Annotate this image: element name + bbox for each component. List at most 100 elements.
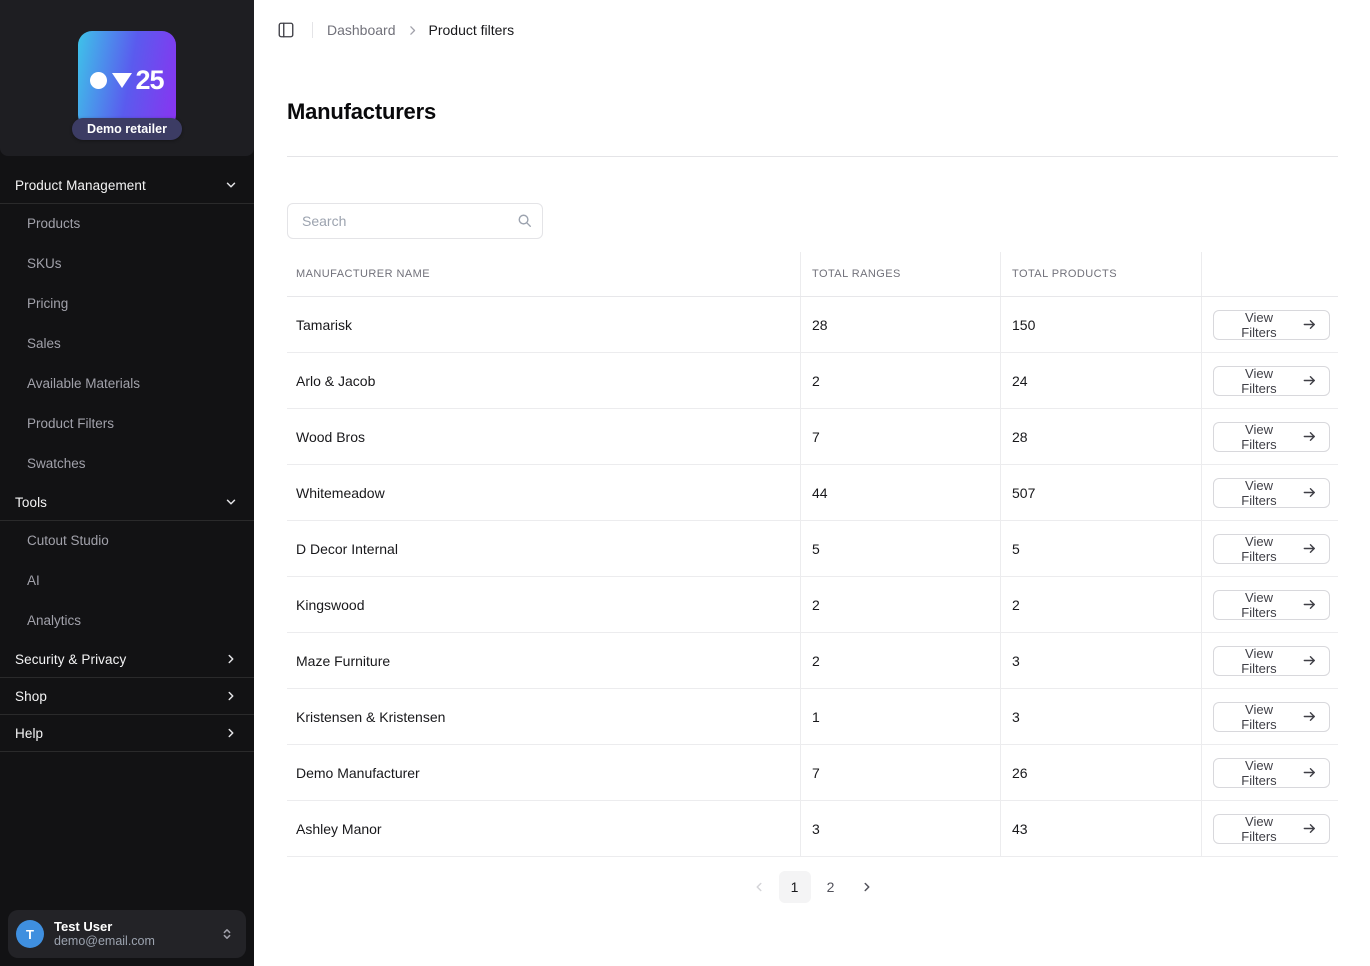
table-body: Tamarisk 28 150 View Filters Arlo & Jacob 2 24… bbox=[287, 297, 1338, 857]
sidebar-item-available-materials[interactable]: Available Materials bbox=[27, 376, 141, 391]
section-divider bbox=[0, 677, 254, 678]
sidebar-item-analytics[interactable]: Analytics bbox=[27, 613, 82, 628]
view-filters-label: View Filters bbox=[1241, 757, 1277, 788]
sidebar-section-product-management[interactable]: Product Management bbox=[0, 167, 254, 203]
view-filters-button[interactable]: View Filters bbox=[1213, 477, 1330, 508]
cell-manufacturer-name: Wood Bros bbox=[296, 428, 365, 445]
sidebar-item-skus[interactable]: SKUs bbox=[27, 256, 62, 271]
col-actions bbox=[1201, 252, 1338, 296]
sidebar-toggle-button[interactable] bbox=[272, 16, 300, 44]
view-filters-label: View Filters bbox=[1241, 421, 1277, 452]
chevron-right-icon bbox=[406, 24, 419, 37]
cell-total-products: 28 bbox=[1000, 409, 1201, 464]
view-filters-button[interactable]: View Filters bbox=[1213, 645, 1330, 676]
section-label: Tools bbox=[15, 494, 48, 510]
cell-total-products: 3 bbox=[1000, 689, 1201, 744]
cell-manufacturer-name: Arlo & Jacob bbox=[296, 372, 376, 389]
pagination-next-button[interactable] bbox=[851, 871, 883, 903]
sidebar-item-ai[interactable]: AI bbox=[27, 573, 40, 588]
view-filters-button[interactable]: View Filters bbox=[1213, 365, 1330, 396]
view-filters-button[interactable]: View Filters bbox=[1213, 589, 1330, 620]
content: Manufacturers MANUFACTURER NAME TOTAL RA… bbox=[254, 98, 1370, 903]
view-filters-button[interactable]: View Filters bbox=[1213, 309, 1330, 340]
view-filters-button[interactable]: View Filters bbox=[1213, 757, 1330, 788]
view-filters-button[interactable]: View Filters bbox=[1213, 533, 1330, 564]
view-filters-label: View Filters bbox=[1241, 645, 1277, 676]
view-filters-label: View Filters bbox=[1241, 813, 1277, 844]
brand-logo: 25 bbox=[78, 31, 176, 129]
sidebar-item-product-filters[interactable]: Product Filters bbox=[27, 416, 115, 431]
sidebar-item-sales[interactable]: Sales bbox=[27, 336, 61, 351]
sidebar-section-tools[interactable]: Tools bbox=[0, 484, 254, 520]
topbar-divider bbox=[312, 22, 313, 38]
search-input[interactable] bbox=[287, 203, 543, 239]
arrow-right-icon bbox=[1302, 821, 1317, 836]
cell-manufacturer-name: Tamarisk bbox=[296, 316, 353, 333]
user-meta: Test User demo@email.com bbox=[54, 919, 155, 950]
sidebar: 25 Demo retailer Product Management Produ… bbox=[0, 0, 254, 966]
view-filters-label: View Filters bbox=[1241, 477, 1277, 508]
view-filters-label: View Filters bbox=[1241, 589, 1277, 620]
table-row: Ashley Manor 3 43 View Filters bbox=[287, 801, 1338, 857]
breadcrumb-dashboard[interactable]: Dashboard bbox=[327, 22, 396, 38]
cell-actions: View Filters bbox=[1201, 353, 1338, 408]
cell-actions: View Filters bbox=[1201, 745, 1338, 800]
section-divider bbox=[0, 203, 254, 204]
retailer-badge: Demo retailer bbox=[72, 118, 182, 140]
chevrons-up-down-icon bbox=[220, 927, 234, 941]
breadcrumb: Dashboard Product filters bbox=[327, 22, 514, 38]
user-name: Test User bbox=[54, 918, 113, 934]
cell-actions: View Filters bbox=[1201, 409, 1338, 464]
sidebar-item-cutout-studio[interactable]: Cutout Studio bbox=[27, 533, 109, 548]
cell-manufacturer-name: Kingswood bbox=[296, 596, 365, 613]
view-filters-button[interactable]: View Filters bbox=[1213, 421, 1330, 452]
cell-total-products: 24 bbox=[1000, 353, 1201, 408]
logo-circle-icon bbox=[90, 71, 108, 89]
view-filters-button[interactable]: View Filters bbox=[1213, 813, 1330, 844]
cell-actions: View Filters bbox=[1201, 297, 1338, 352]
cell-actions: View Filters bbox=[1201, 689, 1338, 744]
pagination-page-1[interactable]: 1 bbox=[778, 871, 811, 903]
arrow-right-icon bbox=[1302, 485, 1317, 500]
view-filters-button[interactable]: View Filters bbox=[1213, 701, 1330, 732]
section-label: Security & Privacy bbox=[15, 651, 127, 667]
table-row: Demo Manufacturer 7 26 View Filters bbox=[287, 745, 1338, 801]
user-menu-button[interactable]: T Test User demo@email.com bbox=[8, 910, 246, 958]
table-row: Whitemeadow 44 507 View Filters bbox=[287, 465, 1338, 521]
table-row: D Decor Internal 5 5 View Filters bbox=[287, 521, 1338, 577]
arrow-right-icon bbox=[1302, 541, 1317, 556]
table-row: Tamarisk 28 150 View Filters bbox=[287, 297, 1338, 353]
cell-actions: View Filters bbox=[1201, 801, 1338, 856]
sidebar-section-help[interactable]: Help bbox=[0, 715, 254, 751]
col-total-ranges: TOTAL RANGES bbox=[800, 252, 1000, 296]
cell-total-products: 507 bbox=[1000, 465, 1201, 520]
pagination-page-2[interactable]: 2 bbox=[815, 871, 847, 903]
sidebar-item-swatches[interactable]: Swatches bbox=[27, 456, 86, 471]
chevron-down-icon bbox=[224, 495, 238, 509]
cell-actions: View Filters bbox=[1201, 465, 1338, 520]
table-row: Arlo & Jacob 2 24 View Filters bbox=[287, 353, 1338, 409]
cell-manufacturer-name: Kristensen & Kristensen bbox=[296, 708, 446, 725]
section-label: Help bbox=[15, 725, 44, 741]
cell-total-products: 26 bbox=[1000, 745, 1201, 800]
view-filters-label: View Filters bbox=[1241, 701, 1277, 732]
sidebar-section-security-privacy[interactable]: Security & Privacy bbox=[0, 641, 254, 677]
arrow-right-icon bbox=[1302, 429, 1317, 444]
cell-actions: View Filters bbox=[1201, 577, 1338, 632]
cell-manufacturer-name: Ashley Manor bbox=[296, 820, 382, 837]
table-row: Kristensen & Kristensen 1 3 View Filters bbox=[287, 689, 1338, 745]
chevron-right-icon bbox=[224, 726, 238, 740]
sidebar-section-shop[interactable]: Shop bbox=[0, 678, 254, 714]
cell-manufacturer-name: Demo Manufacturer bbox=[296, 764, 420, 781]
view-filters-label: View Filters bbox=[1241, 309, 1277, 340]
sidebar-item-pricing[interactable]: Pricing bbox=[27, 296, 69, 311]
cell-total-ranges: 3 bbox=[800, 801, 1000, 856]
cell-actions: View Filters bbox=[1201, 633, 1338, 688]
chevron-right-icon bbox=[224, 652, 238, 666]
cell-total-ranges: 44 bbox=[800, 465, 1000, 520]
cell-manufacturer-name: Whitemeadow bbox=[296, 484, 385, 501]
user-email: demo@email.com bbox=[54, 934, 155, 949]
sidebar-item-products[interactable]: Products bbox=[27, 216, 81, 231]
cell-total-ranges: 5 bbox=[800, 521, 1000, 576]
